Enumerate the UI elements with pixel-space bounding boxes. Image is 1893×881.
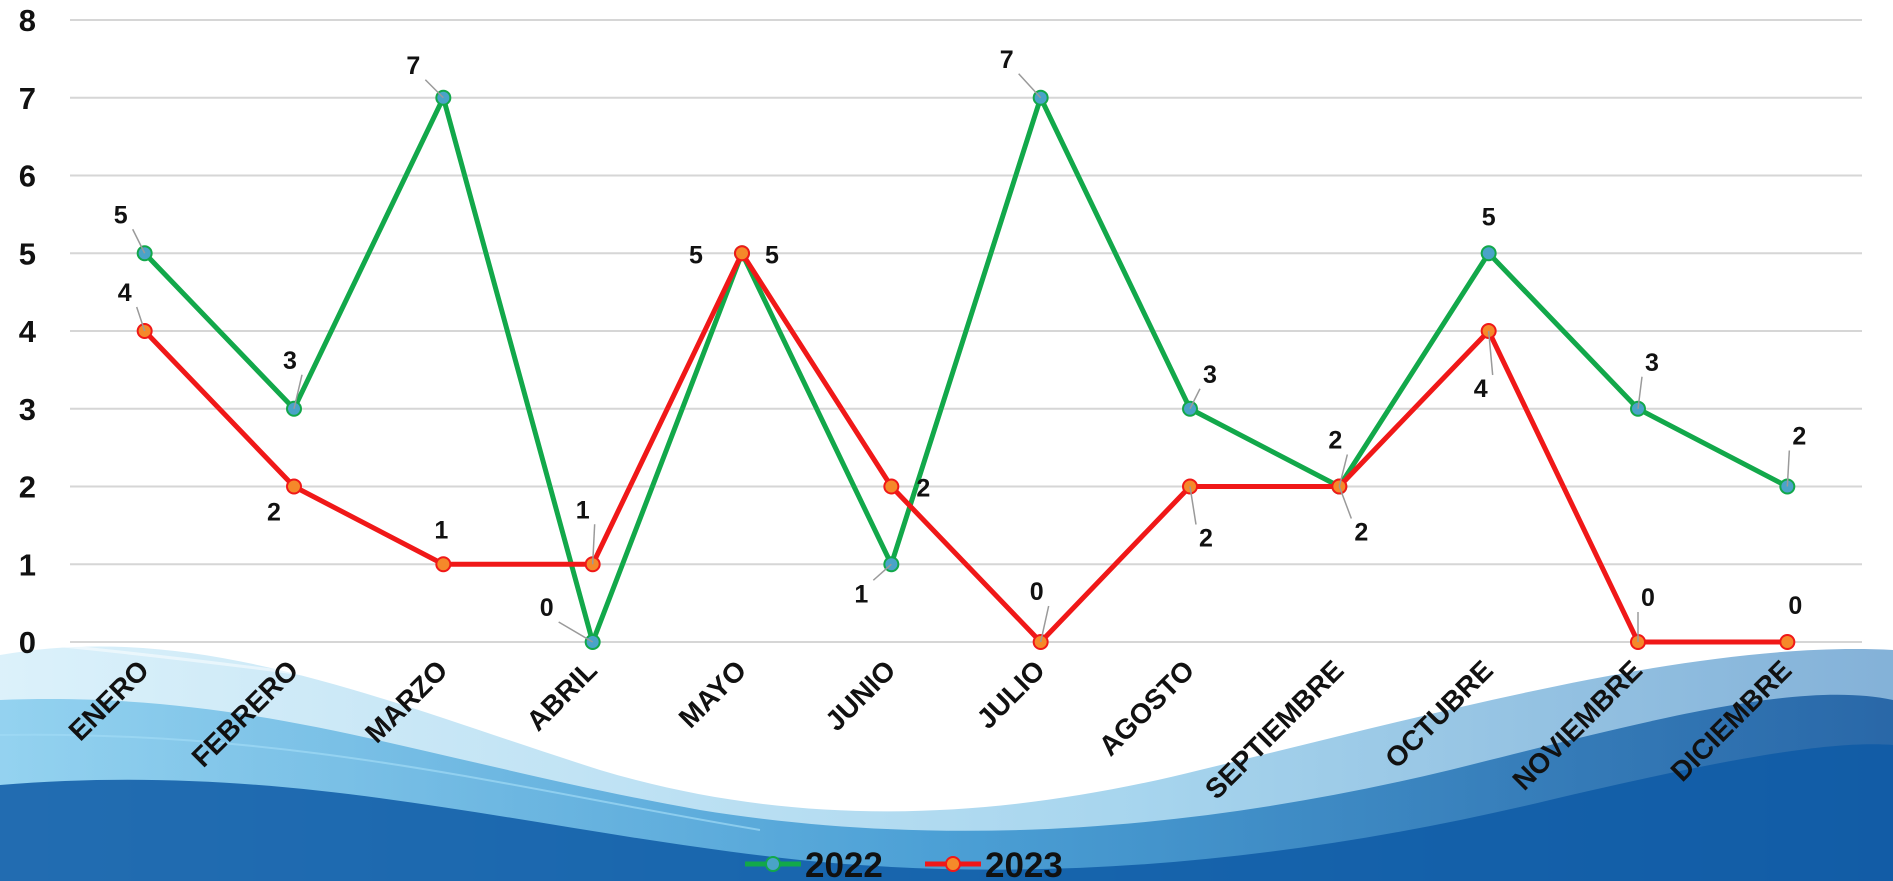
data-point (435, 556, 452, 573)
legend-item-2023: 2023 (925, 846, 1063, 881)
y-tick-label: 0 (19, 625, 36, 660)
data-label: 0 (540, 594, 554, 622)
data-label: 0 (1788, 592, 1802, 620)
leader-line (1786, 450, 1791, 487)
wave-background (0, 628, 1893, 881)
leader-line (1338, 454, 1349, 487)
data-label: 4 (1474, 375, 1488, 403)
series-layer (136, 89, 1796, 650)
y-tick-label: 2 (19, 470, 36, 505)
x-tick-label: JULIO (971, 654, 1051, 734)
legend-label: 2022 (805, 846, 883, 881)
leader-line (1637, 376, 1643, 409)
data-label: 1 (854, 580, 868, 608)
data-label: 5 (765, 241, 779, 269)
y-tick-label: 8 (19, 3, 36, 38)
x-tick-label: MAYO (673, 654, 753, 734)
data-point (883, 478, 900, 495)
leader-line (1487, 330, 1494, 376)
y-tick-label: 6 (19, 159, 36, 194)
leader-line (424, 79, 444, 99)
leader-line (591, 524, 596, 565)
y-tick-label: 3 (19, 392, 36, 427)
legend-swatch-marker (945, 856, 961, 872)
y-tick-label: 1 (19, 547, 36, 582)
leader-line (131, 228, 146, 254)
leader-line (293, 374, 303, 409)
data-label: 2 (1328, 427, 1342, 455)
data-label: 4 (118, 279, 132, 307)
y-axis: 0 1 2 3 4 5 6 7 8 (19, 3, 37, 660)
data-label: 2 (267, 499, 281, 527)
data-point (286, 478, 302, 495)
data-point (734, 245, 750, 262)
series-line (142, 250, 1788, 645)
x-tick-label: JUNIO (819, 654, 901, 736)
data-label: 2 (1199, 525, 1213, 553)
y-tick-label: 5 (19, 236, 36, 271)
data-label: 5 (689, 241, 703, 269)
leader-line (558, 621, 594, 643)
data-label: 2 (1792, 423, 1806, 451)
y-tick-label: 4 (19, 314, 37, 349)
data-label: 3 (283, 347, 297, 375)
leader-line (135, 306, 146, 332)
leader-line (1039, 605, 1050, 643)
series-2023 (136, 245, 1796, 650)
data-label: 1 (434, 516, 448, 544)
leader-line (1338, 486, 1353, 519)
data-label: 0 (1030, 578, 1044, 606)
data-label: 2 (1354, 519, 1368, 547)
data-label: 7 (1000, 46, 1014, 74)
data-label: 5 (114, 201, 128, 229)
x-tick-label: ABRIL (520, 654, 602, 736)
legend-label: 2023 (985, 846, 1063, 881)
leader-line (1189, 486, 1197, 525)
y-tick-label: 7 (19, 81, 36, 116)
legend-swatch-marker (765, 856, 781, 872)
data-label: 3 (1203, 361, 1217, 389)
legend: 2022 2023 (745, 846, 1063, 881)
leader-line (872, 563, 892, 581)
data-label: 0 (1641, 584, 1655, 612)
data-point (1480, 245, 1497, 262)
leader-line (1018, 73, 1042, 99)
data-labels: 5 3 7 0 5 1 7 3 2 5 3 2 4 2 1 1 5 2 0 2 2 4 0 0 (114, 46, 1806, 643)
data-label: 2 (916, 475, 930, 503)
x-tick-label: AGOSTO (1093, 654, 1200, 761)
data-label: 7 (406, 52, 420, 80)
leader-line (1189, 388, 1201, 410)
data-label: 3 (1645, 349, 1659, 377)
data-point (1779, 634, 1796, 650)
data-label: 5 (1482, 203, 1496, 231)
legend-item-2022: 2022 (745, 846, 883, 881)
series-line (142, 95, 1789, 645)
data-label: 1 (576, 496, 590, 524)
